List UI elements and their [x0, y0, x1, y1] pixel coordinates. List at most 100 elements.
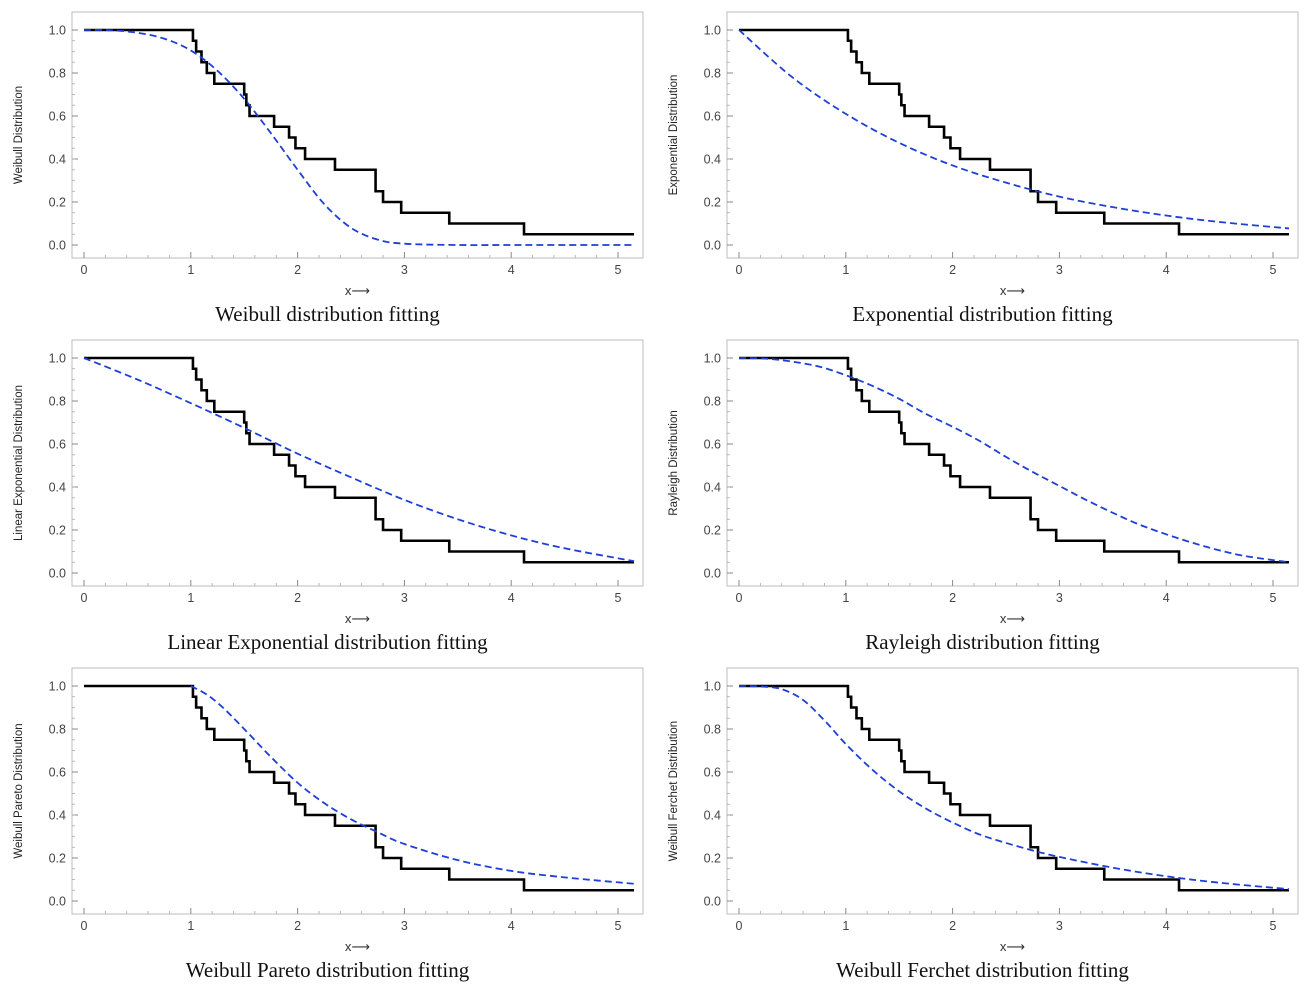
x-tick-label: 0 [736, 263, 743, 277]
y-tick-label: 0.0 [49, 239, 66, 253]
x-tick-label: 5 [615, 591, 622, 605]
y-tick-label: 1.0 [49, 680, 66, 694]
fitted-dashed-curve [83, 29, 635, 246]
y-tick-label: 0.8 [49, 723, 66, 737]
x-tick-label: 2 [294, 919, 301, 933]
empirical-step-line [739, 684, 1290, 892]
y-axis-label: Linear Exponential Distribution [13, 385, 25, 541]
y-tick-label: 0.0 [49, 895, 66, 909]
y-tick-label: 0.4 [49, 153, 66, 167]
y-tick-label: 1.0 [704, 352, 721, 366]
fitted-dashed-curve [190, 685, 635, 885]
plot-frame [71, 667, 644, 915]
y-tick-label: 0.2 [49, 852, 66, 866]
empirical-step-line [84, 684, 635, 892]
x-axis-label: x⟶ [1000, 939, 1025, 954]
fitted-dashed-curve [738, 29, 1290, 230]
chart-svg: 0.0 0.2 0.4 0.6 0.8 1.0 0 1 2 3 4 5 Rayleigh Distrib… [668, 339, 1299, 626]
empirical-step-line [739, 28, 1290, 236]
chart-svg: 0.0 0.2 0.4 0.6 0.8 1.0 0 1 2 3 4 5 Exponential Dist… [668, 11, 1299, 298]
y-axis-label: Weibull Ferchet Distribution [668, 721, 680, 861]
y-tick-label: 0.2 [49, 196, 66, 210]
x-tick-label: 2 [294, 591, 301, 605]
x-tick-label: 4 [508, 591, 515, 605]
x-tick-label: 1 [187, 263, 194, 277]
y-axis-label: Weibull Distribution [13, 86, 25, 184]
x-tick-label: 2 [949, 591, 956, 605]
chart-panel-2: 0.0 0.2 0.4 0.6 0.8 1.0 0 1 2 3 4 5 Exponential Dist… [655, 0, 1310, 330]
y-axis-label: Rayleigh Distribution [668, 410, 680, 515]
x-tick-label: 3 [1056, 919, 1063, 933]
x-tick-label: 0 [81, 263, 88, 277]
x-axis-label: x⟶ [345, 939, 370, 954]
empirical-step-line [84, 28, 635, 236]
y-tick-label: 0.2 [49, 524, 66, 538]
x-tick-label: 2 [949, 263, 956, 277]
y-tick-label: 0.4 [704, 481, 721, 495]
fitted-dashed-curve [738, 685, 1290, 891]
x-tick-label: 4 [1163, 263, 1170, 277]
plot-frame [726, 339, 1299, 587]
x-tick-label: 3 [401, 919, 408, 933]
y-tick-label: 0.8 [704, 723, 721, 737]
y-tick-label: 0.8 [704, 67, 721, 81]
x-tick-label: 2 [294, 263, 301, 277]
chart-panel-6: 0.0 0.2 0.4 0.6 0.8 1.0 0 1 2 3 4 5 Weibull Ferchet … [655, 656, 1310, 986]
chart-caption: Weibull distribution fitting [215, 302, 440, 326]
y-tick-label: 0.2 [704, 524, 721, 538]
y-tick-label: 1.0 [704, 680, 721, 694]
chart-panel-4: 0.0 0.2 0.4 0.6 0.8 1.0 0 1 2 3 4 5 Rayleigh Distrib… [655, 328, 1310, 658]
x-tick-label: 5 [615, 263, 622, 277]
x-axis-label: x⟶ [1000, 611, 1025, 626]
x-tick-label: 1 [842, 263, 849, 277]
y-tick-label: 0.4 [49, 481, 66, 495]
y-tick-label: 0.4 [49, 809, 66, 823]
y-tick-label: 0.0 [704, 567, 721, 581]
y-tick-label: 0.6 [704, 766, 721, 780]
y-tick-label: 0.6 [704, 438, 721, 452]
chart-caption: Weibull Pareto distribution fitting [185, 958, 470, 982]
y-tick-label: 1.0 [49, 352, 66, 366]
y-tick-label: 1.0 [704, 24, 721, 38]
y-tick-label: 0.8 [49, 67, 66, 81]
x-tick-label: 0 [81, 919, 88, 933]
x-tick-label: 5 [615, 919, 622, 933]
x-tick-label: 1 [187, 591, 194, 605]
x-tick-label: 4 [1163, 591, 1170, 605]
x-tick-label: 3 [1056, 591, 1063, 605]
x-axis-label: x⟶ [345, 611, 370, 626]
plot-frame [726, 11, 1299, 259]
x-axis-label: x⟶ [1000, 283, 1025, 298]
x-tick-label: 4 [1163, 919, 1170, 933]
x-tick-label: 0 [736, 919, 743, 933]
y-tick-label: 1.0 [49, 24, 66, 38]
y-tick-label: 0.4 [704, 809, 721, 823]
y-tick-label: 0.8 [704, 395, 721, 409]
y-tick-label: 0.2 [704, 852, 721, 866]
x-tick-label: 4 [508, 919, 515, 933]
y-axis-label: Exponential Distribution [668, 75, 680, 196]
y-tick-label: 0.6 [704, 110, 721, 124]
chart-panel-5: 0.0 0.2 0.4 0.6 0.8 1.0 0 1 2 3 4 5 Weibull Pareto D… [0, 656, 655, 986]
chart-svg: 0.0 0.2 0.4 0.6 0.8 1.0 0 1 2 3 4 5 Weibull Distribu… [13, 11, 644, 298]
chart-svg: 0.0 0.2 0.4 0.6 0.8 1.0 0 1 2 3 4 5 Weibull Pareto D… [13, 667, 644, 954]
y-tick-label: 0.0 [704, 239, 721, 253]
chart-panel-1: 0.0 0.2 0.4 0.6 0.8 1.0 0 1 2 3 4 5 Weibull Distribu… [0, 0, 655, 330]
x-tick-label: 0 [81, 591, 88, 605]
x-tick-label: 0 [736, 591, 743, 605]
x-tick-label: 1 [842, 919, 849, 933]
x-tick-label: 1 [842, 591, 849, 605]
chart-caption: Rayleigh distribution fitting [865, 630, 1100, 654]
chart-caption: Weibull Ferchet distribution fitting [836, 958, 1129, 982]
y-axis-label: Weibull Pareto Distribution [13, 723, 25, 858]
y-tick-label: 0.0 [49, 567, 66, 581]
chart-svg: 0.0 0.2 0.4 0.6 0.8 1.0 0 1 2 3 4 5 Weibull Ferchet … [668, 667, 1299, 954]
y-tick-label: 0.4 [704, 153, 721, 167]
y-tick-label: 0.6 [49, 110, 66, 124]
chart-caption: Exponential distribution fitting [852, 302, 1113, 326]
plot-frame [71, 339, 644, 587]
fitted-dashed-curve [83, 357, 635, 563]
y-tick-label: 0.6 [49, 438, 66, 452]
x-tick-label: 5 [1270, 591, 1277, 605]
x-tick-label: 4 [508, 263, 515, 277]
